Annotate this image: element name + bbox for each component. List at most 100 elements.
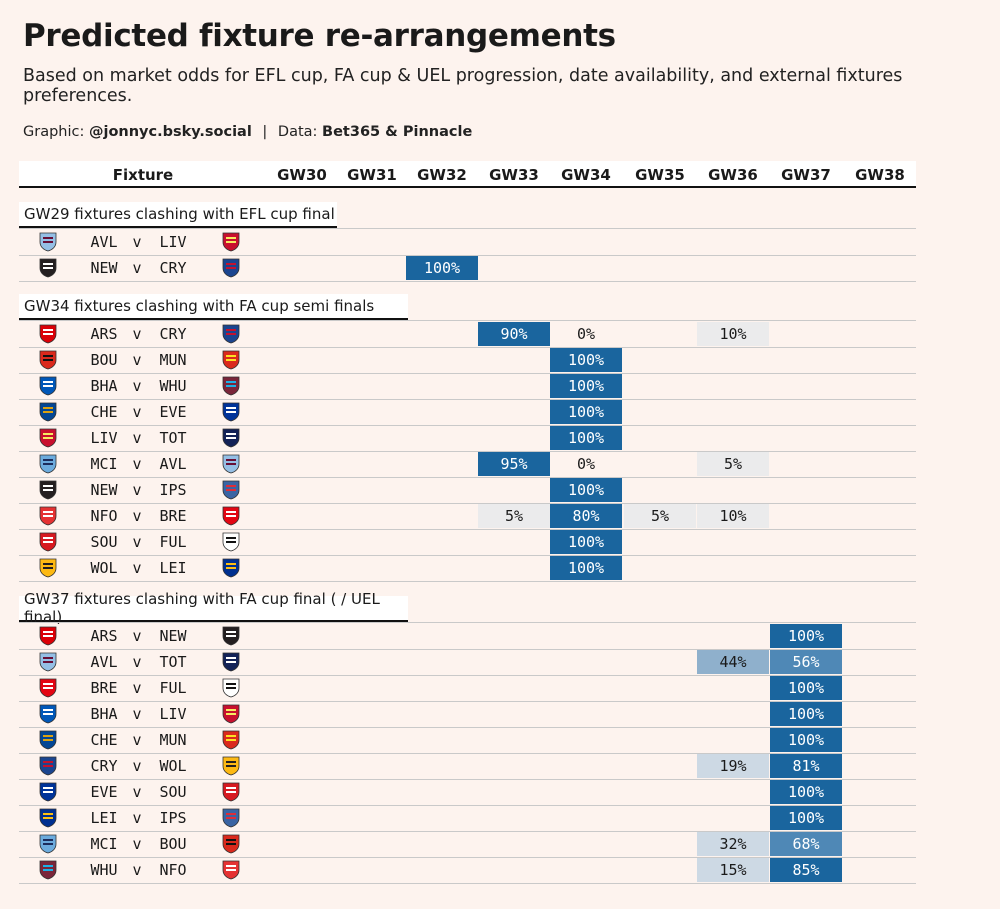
probability-cell: 100% xyxy=(770,728,842,752)
away-team: LIV xyxy=(159,705,187,723)
row-divider xyxy=(19,779,916,780)
header-rule xyxy=(19,186,916,188)
versus-label: v xyxy=(132,533,142,551)
versus-label: v xyxy=(132,653,142,671)
probability-cell: 81% xyxy=(770,754,842,778)
versus-label: v xyxy=(132,731,142,749)
brighton-crest-icon xyxy=(39,376,57,396)
probability-cell: 5% xyxy=(624,504,696,528)
versus-label: v xyxy=(132,233,142,251)
row-divider xyxy=(19,805,916,806)
southampton-crest-icon xyxy=(39,532,57,552)
gameweek-header-gw32: GW32 xyxy=(417,166,467,184)
probability-cell: 100% xyxy=(550,556,622,580)
probability-cell: 10% xyxy=(697,504,769,528)
west-ham-crest-icon xyxy=(39,860,57,880)
probability-cell: 100% xyxy=(770,806,842,830)
away-team: IPS xyxy=(159,481,187,499)
away-team: SOU xyxy=(159,783,187,801)
header-background xyxy=(19,161,916,187)
home-team: CHE xyxy=(90,731,118,749)
gameweek-header-gw38: GW38 xyxy=(855,166,905,184)
versus-label: v xyxy=(132,481,142,499)
gameweek-header-gw33: GW33 xyxy=(489,166,539,184)
away-team: BRE xyxy=(159,507,187,525)
probability-cell: 5% xyxy=(697,452,769,476)
home-team: ARS xyxy=(90,325,118,343)
arsenal-crest-icon xyxy=(39,626,57,646)
aston-villa-crest-icon xyxy=(39,652,57,672)
versus-label: v xyxy=(132,377,142,395)
versus-label: v xyxy=(132,559,142,577)
aston-villa-crest-icon xyxy=(222,454,240,474)
versus-label: v xyxy=(132,705,142,723)
newcastle-crest-icon xyxy=(39,480,57,500)
versus-label: v xyxy=(132,627,142,645)
row-divider xyxy=(19,451,916,452)
everton-crest-icon xyxy=(222,402,240,422)
section-title-1: GW29 fixtures clashing with EFL cup fina… xyxy=(19,202,337,228)
row-divider xyxy=(19,503,916,504)
row-divider xyxy=(19,320,916,321)
probability-cell: 44% xyxy=(697,650,769,674)
row-divider xyxy=(19,228,916,229)
away-team: FUL xyxy=(159,533,187,551)
home-team: CRY xyxy=(90,757,118,775)
bournemouth-crest-icon xyxy=(39,350,57,370)
away-team: FUL xyxy=(159,679,187,697)
brentford-crest-icon xyxy=(39,678,57,698)
man-united-crest-icon xyxy=(222,730,240,750)
row-divider xyxy=(19,701,916,702)
bournemouth-crest-icon xyxy=(222,834,240,854)
versus-label: v xyxy=(132,861,142,879)
home-team: AVL xyxy=(90,653,118,671)
away-team: BOU xyxy=(159,835,187,853)
probability-cell: 56% xyxy=(770,650,842,674)
tottenham-crest-icon xyxy=(222,428,240,448)
row-divider xyxy=(19,831,916,832)
aston-villa-crest-icon xyxy=(39,232,57,252)
probability-cell: 100% xyxy=(770,676,842,700)
chart-credit: Graphic: @jonnyc.bsky.social | Data: Bet… xyxy=(23,124,472,140)
home-team: NEW xyxy=(90,259,118,277)
versus-label: v xyxy=(132,757,142,775)
home-team: NFO xyxy=(90,507,118,525)
newcastle-crest-icon xyxy=(222,626,240,646)
man-united-crest-icon xyxy=(222,350,240,370)
chart-title: Predicted fixture re-arrangements xyxy=(23,18,616,54)
wolves-crest-icon xyxy=(39,558,57,578)
section-title-2: GW34 fixtures clashing with FA cup semi … xyxy=(19,294,408,320)
home-team: ARS xyxy=(90,627,118,645)
home-team: NEW xyxy=(90,481,118,499)
gameweek-header-gw35: GW35 xyxy=(635,166,685,184)
row-divider xyxy=(19,675,916,676)
man-city-crest-icon xyxy=(39,834,57,854)
chart-subtitle: Based on market odds for EFL cup, FA cup… xyxy=(23,66,903,106)
west-ham-crest-icon xyxy=(222,376,240,396)
wolves-crest-icon xyxy=(222,756,240,776)
away-team: NFO xyxy=(159,861,187,879)
data-label: Data: xyxy=(277,124,318,140)
leicester-crest-icon xyxy=(39,808,57,828)
probability-cell: 80% xyxy=(550,504,622,528)
probability-cell: 85% xyxy=(770,858,842,882)
probability-cell: 100% xyxy=(550,530,622,554)
away-team: TOT xyxy=(159,429,187,447)
row-divider xyxy=(19,399,916,400)
away-team: MUN xyxy=(159,351,187,369)
crystal-palace-crest-icon xyxy=(39,756,57,776)
probability-cell: 32% xyxy=(697,832,769,856)
gameweek-header-gw36: GW36 xyxy=(708,166,758,184)
row-divider xyxy=(19,727,916,728)
probability-cell: 0% xyxy=(576,325,596,343)
row-divider xyxy=(19,255,916,256)
nottingham-forest-crest-icon xyxy=(222,860,240,880)
row-divider xyxy=(19,649,916,650)
crystal-palace-crest-icon xyxy=(222,324,240,344)
probability-cell: 100% xyxy=(770,780,842,804)
home-team: BHA xyxy=(90,705,118,723)
away-team: MUN xyxy=(159,731,187,749)
home-team: LIV xyxy=(90,429,118,447)
home-team: WOL xyxy=(90,559,118,577)
versus-label: v xyxy=(132,835,142,853)
